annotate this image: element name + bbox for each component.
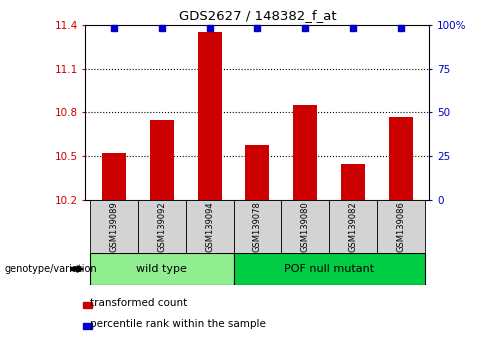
Text: GSM139082: GSM139082 [348, 201, 358, 252]
Title: GDS2627 / 148382_f_at: GDS2627 / 148382_f_at [179, 9, 336, 22]
Text: transformed count: transformed count [90, 298, 187, 308]
FancyBboxPatch shape [186, 200, 234, 253]
FancyBboxPatch shape [234, 200, 281, 253]
Bar [389, 117, 413, 200]
Text: GSM139092: GSM139092 [157, 201, 166, 252]
FancyBboxPatch shape [377, 200, 425, 253]
Text: POF null mutant: POF null mutant [284, 264, 374, 274]
Text: percentile rank within the sample: percentile rank within the sample [90, 319, 266, 329]
FancyBboxPatch shape [138, 200, 186, 253]
Bar [341, 164, 365, 200]
FancyBboxPatch shape [90, 200, 138, 253]
Text: GSM139089: GSM139089 [110, 201, 119, 252]
Text: genotype/variation: genotype/variation [5, 264, 98, 274]
FancyBboxPatch shape [329, 200, 377, 253]
FancyBboxPatch shape [281, 200, 329, 253]
Bar [102, 153, 126, 200]
Text: wild type: wild type [137, 264, 187, 274]
Bar [245, 144, 269, 200]
Text: GSM139086: GSM139086 [396, 201, 405, 252]
Bar [198, 32, 222, 200]
Bar [293, 105, 317, 200]
FancyBboxPatch shape [90, 253, 234, 285]
FancyBboxPatch shape [234, 253, 425, 285]
Text: GSM139094: GSM139094 [205, 201, 214, 252]
Text: GSM139080: GSM139080 [301, 201, 310, 252]
Text: GSM139078: GSM139078 [253, 201, 262, 252]
Bar [150, 120, 174, 200]
